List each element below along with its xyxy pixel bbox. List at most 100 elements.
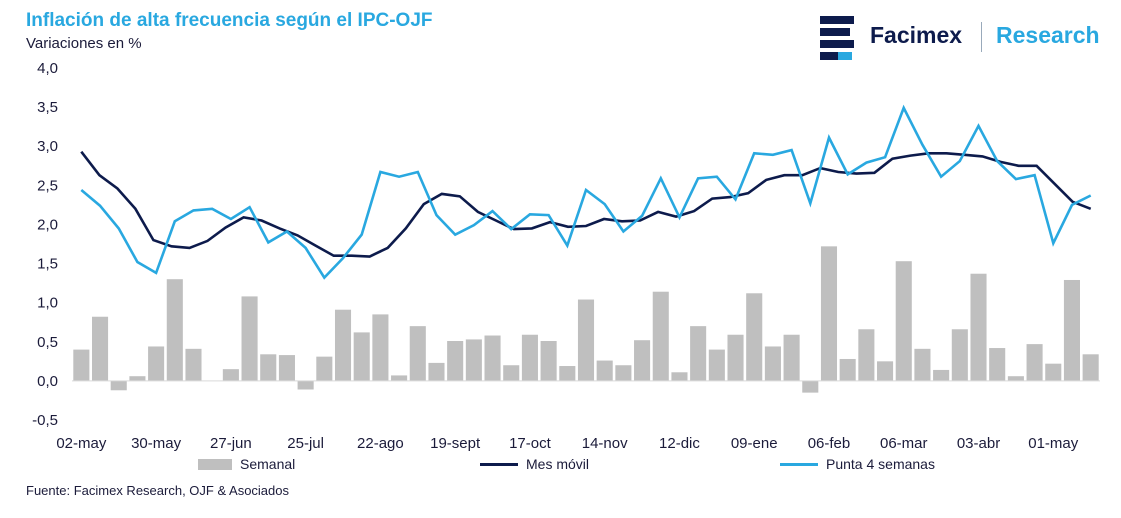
semanal-bar (110, 380, 127, 391)
semanal-bar (372, 314, 389, 381)
y-tick-label: 3,0 (37, 138, 58, 155)
semanal-bar (222, 369, 239, 381)
semanal-bar (895, 261, 912, 381)
legend-label-punta: Punta 4 semanas (826, 456, 935, 472)
legend-swatch-punta (780, 462, 818, 466)
legend-label-semanal: Semanal (240, 456, 296, 472)
source-note: Fuente: Facimex Research, OJF & Asociado… (26, 483, 289, 498)
semanal-bar (148, 346, 165, 381)
semanal-bar (297, 380, 314, 390)
semanal-bar (409, 326, 426, 381)
semanal-bar (839, 358, 856, 381)
semanal-bar (1063, 279, 1081, 381)
semanal-bar (652, 291, 669, 381)
x-tick-label: 09-ene (731, 435, 778, 452)
semanal-bar (783, 334, 800, 381)
semanal-bar (91, 316, 109, 381)
semanal-bar (260, 354, 277, 381)
semanal-bar (185, 348, 202, 381)
x-tick-label: 06-mar (880, 435, 928, 452)
semanal-bar (746, 293, 763, 381)
y-tick-label: -0,5 (32, 412, 58, 429)
semanal-bar (671, 372, 688, 381)
semanal-bar (615, 365, 632, 381)
semanal-bar (1045, 363, 1062, 381)
legend-swatch-mes-movil (480, 462, 518, 466)
logo-divider (981, 22, 982, 52)
x-tick-label: 14-nov (582, 435, 628, 452)
semanal-bar (690, 326, 707, 381)
x-tick-label: 03-abr (957, 435, 1000, 452)
y-tick-label: 0,5 (37, 334, 58, 351)
semanal-bar (559, 366, 576, 381)
semanal-bar (540, 340, 557, 381)
semanal-bar (353, 332, 370, 381)
legend-item-punta: Punta 4 semanas (780, 456, 935, 472)
semanal-bars (73, 246, 1099, 393)
semanal-bar (129, 376, 146, 381)
y-axis-labels: -0,5 0,0 0,5 1,0 1,5 2,0 2,5 3,0 3,5 4,0 (32, 60, 58, 429)
semanal-bar (970, 273, 987, 381)
x-tick-label: 30-may (131, 435, 182, 452)
chart-legend: Semanal Mes móvil Punta 4 semanas (0, 456, 1121, 476)
chart-title: Inflación de alta frecuencia según el IP… (26, 10, 433, 31)
chart-subtitle: Variaciones en % (26, 35, 142, 52)
logo-research-text: Research (996, 22, 1100, 48)
semanal-bar (73, 349, 90, 381)
legend-swatch-semanal (198, 458, 232, 470)
semanal-bar (241, 296, 258, 381)
semanal-bar (428, 362, 445, 381)
punta-4-semanas-line (80, 104, 1092, 280)
logo-facimex-text: Facimex (870, 22, 963, 48)
semanal-bar (727, 334, 744, 381)
x-axis-labels: 02-may 30-may 27-jun 25-jul 22-ago 19-sept 17-… (56, 435, 1078, 452)
semanal-bar (989, 348, 1006, 381)
y-tick-label: 0,0 (37, 373, 58, 390)
semanal-bar (577, 299, 595, 381)
semanal-bar (634, 340, 651, 381)
y-tick-label: 2,0 (37, 216, 58, 233)
semanal-bar (334, 309, 352, 381)
semanal-bar (820, 246, 838, 381)
semanal-bar (933, 369, 950, 381)
y-tick-label: 1,0 (37, 295, 58, 312)
x-tick-label: 02-may (56, 435, 107, 452)
semanal-bar (503, 365, 520, 381)
y-tick-label: 2,5 (37, 177, 58, 194)
x-tick-label: 17-oct (509, 435, 552, 452)
x-tick-label: 27-jun (210, 435, 252, 452)
x-tick-label: 25-jul (287, 435, 324, 452)
legend-item-mes-movil: Mes móvil (480, 456, 589, 472)
semanal-bar (708, 349, 725, 381)
semanal-bar (1026, 344, 1043, 381)
semanal-bar (802, 380, 819, 393)
semanal-bar (858, 329, 875, 381)
y-tick-label: 4,0 (37, 60, 58, 77)
semanal-bar (951, 329, 968, 381)
semanal-bar (447, 340, 464, 381)
semanal-bar (877, 361, 894, 381)
semanal-bar (484, 335, 501, 381)
legend-item-semanal: Semanal (198, 456, 295, 472)
facimex-research-logo: Facimex Research (818, 12, 1108, 62)
x-tick-label: 01-may (1028, 435, 1079, 452)
x-tick-label: 19-sept (430, 435, 481, 452)
semanal-bar (391, 375, 408, 381)
y-tick-label: 3,5 (37, 99, 58, 116)
semanal-bar (465, 339, 482, 381)
semanal-bar (764, 346, 781, 381)
semanal-bar (1082, 354, 1099, 381)
legend-label-mes-movil: Mes móvil (526, 456, 590, 472)
y-tick-label: 1,5 (37, 256, 58, 273)
semanal-bar (521, 334, 538, 381)
semanal-bar (1007, 376, 1024, 381)
x-tick-label: 22-ago (357, 435, 404, 452)
semanal-bar (596, 360, 613, 381)
facimex-stripes-icon (820, 16, 854, 60)
semanal-bar (278, 355, 295, 381)
semanal-bar (914, 348, 931, 381)
semanal-bar (316, 356, 333, 381)
mes-movil-line (80, 150, 1092, 258)
semanal-bar (166, 279, 183, 381)
